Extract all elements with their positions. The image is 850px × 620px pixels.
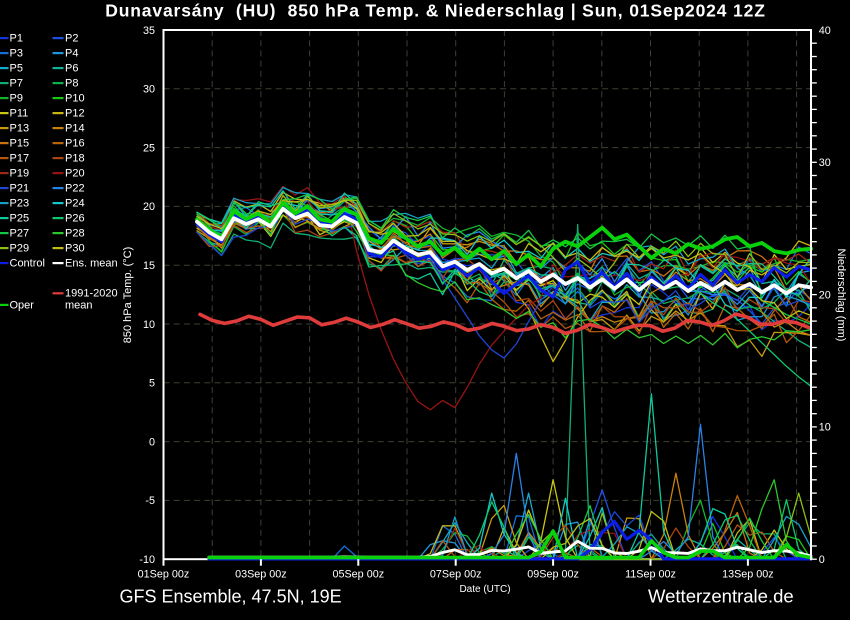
svg-text:P27: P27	[10, 228, 30, 240]
svg-text:Ens. mean: Ens. mean	[65, 258, 118, 270]
svg-text:09Sep 00z: 09Sep 00z	[527, 569, 579, 581]
svg-text:Date (UTC): Date (UTC)	[459, 584, 510, 595]
svg-text:03Sep 00z: 03Sep 00z	[235, 569, 287, 581]
svg-text:P7: P7	[10, 78, 23, 90]
svg-text:P20: P20	[65, 168, 85, 180]
svg-text:P5: P5	[10, 63, 23, 75]
svg-text:P28: P28	[65, 228, 85, 240]
svg-text:Wetterzentrale.de: Wetterzentrale.de	[648, 586, 794, 607]
svg-text:0: 0	[819, 554, 825, 566]
svg-text:P3: P3	[10, 48, 23, 60]
svg-text:P17: P17	[10, 153, 30, 165]
svg-text:Dunavarsány (HU) 850 hPa Tem: Dunavarsány (HU) 850 hPa Temp. & Nieders…	[105, 1, 766, 21]
svg-text:Control: Control	[10, 258, 45, 270]
svg-text:35: 35	[143, 25, 155, 37]
svg-text:P19: P19	[10, 168, 30, 180]
svg-text:0: 0	[149, 436, 155, 448]
svg-text:P21: P21	[10, 183, 30, 195]
svg-text:40: 40	[819, 25, 831, 37]
svg-text:GFS Ensemble, 47.5N, 19E: GFS Ensemble, 47.5N, 19E	[120, 587, 342, 607]
svg-text:15: 15	[143, 260, 155, 272]
svg-text:P1: P1	[10, 33, 23, 45]
svg-text:850 hPa Temp. (°C): 850 hPa Temp. (°C)	[122, 247, 134, 344]
svg-text:30: 30	[819, 157, 831, 169]
svg-text:-5: -5	[145, 495, 155, 507]
svg-text:10: 10	[143, 319, 155, 331]
svg-text:07Sep 00z: 07Sep 00z	[430, 569, 482, 581]
svg-text:P24: P24	[65, 198, 85, 210]
svg-text:-10: -10	[139, 554, 155, 566]
svg-text:25: 25	[143, 142, 155, 154]
svg-text:20: 20	[819, 289, 831, 301]
svg-text:P13: P13	[10, 123, 30, 135]
svg-text:P9: P9	[10, 93, 23, 105]
svg-text:P8: P8	[65, 78, 78, 90]
svg-text:P4: P4	[65, 48, 78, 60]
svg-text:P22: P22	[65, 183, 85, 195]
svg-text:Niederschlag (mm): Niederschlag (mm)	[835, 249, 847, 342]
svg-text:13Sep 00z: 13Sep 00z	[722, 569, 774, 581]
svg-text:P16: P16	[65, 138, 85, 150]
svg-text:5: 5	[149, 378, 155, 390]
svg-text:P18: P18	[65, 153, 85, 165]
svg-text:P23: P23	[10, 198, 30, 210]
svg-text:30: 30	[143, 84, 155, 96]
svg-text:05Sep 00z: 05Sep 00z	[332, 569, 384, 581]
svg-text:Oper: Oper	[10, 299, 35, 311]
svg-text:10: 10	[819, 422, 831, 434]
svg-text:P11: P11	[10, 108, 29, 120]
svg-text:1991-2020: 1991-2020	[65, 288, 118, 300]
svg-text:mean: mean	[65, 299, 93, 311]
svg-text:11Sep 00z: 11Sep 00z	[625, 569, 676, 581]
svg-text:P2: P2	[65, 33, 78, 45]
svg-text:P6: P6	[65, 63, 78, 75]
svg-text:P26: P26	[65, 213, 85, 225]
svg-text:01Sep 00z: 01Sep 00z	[138, 569, 190, 581]
svg-text:20: 20	[143, 201, 155, 213]
svg-text:P29: P29	[10, 243, 30, 255]
svg-text:P30: P30	[65, 243, 85, 255]
svg-text:P10: P10	[65, 93, 85, 105]
svg-text:P12: P12	[65, 108, 85, 120]
svg-text:P14: P14	[65, 123, 85, 135]
svg-text:P25: P25	[10, 213, 30, 225]
svg-text:P15: P15	[10, 138, 30, 150]
